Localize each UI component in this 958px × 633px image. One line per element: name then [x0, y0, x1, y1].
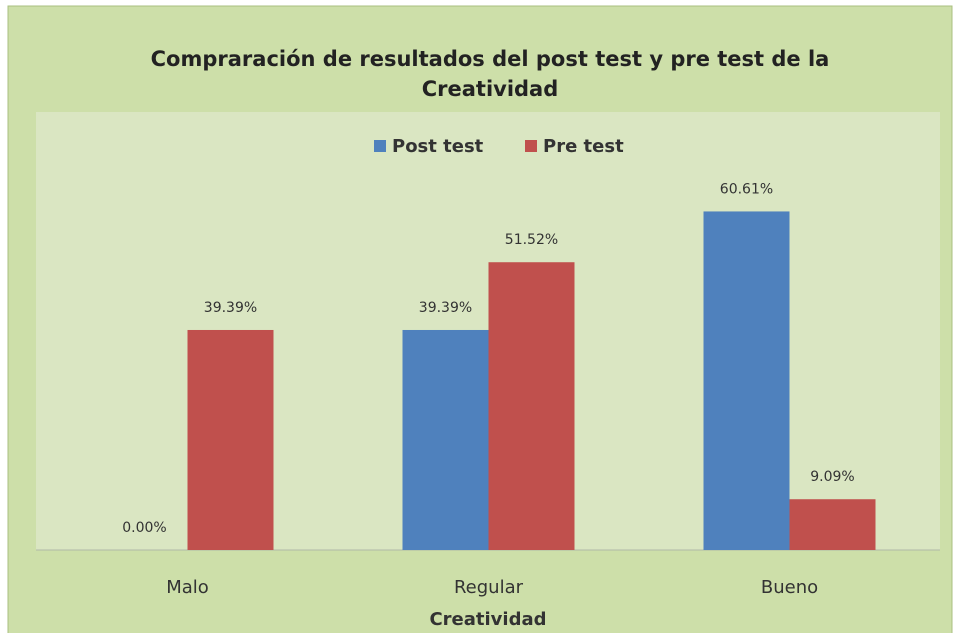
x-axis-title: Creatividad [429, 609, 546, 630]
legend-swatch [374, 140, 386, 152]
chart-title: Compraración de resultados del post test… [150, 47, 830, 101]
legend-label: Pre test [543, 136, 624, 157]
x-tick-label: Regular [454, 577, 524, 598]
bar [789, 499, 876, 550]
data-label: 39.39% [204, 300, 257, 316]
legend-label: Post test [392, 136, 484, 157]
data-label: 51.52% [505, 232, 558, 248]
bar [187, 329, 274, 550]
data-label: 0.00% [122, 520, 166, 536]
x-tick-label: Bueno [761, 577, 818, 598]
data-label: 9.09% [810, 469, 854, 485]
bar [488, 262, 575, 550]
x-tick-label: Malo [166, 577, 209, 598]
bar [402, 329, 489, 550]
data-label: 39.39% [419, 300, 472, 316]
data-label: 60.61% [720, 181, 773, 197]
legend-swatch [525, 140, 537, 152]
bar [703, 211, 790, 550]
